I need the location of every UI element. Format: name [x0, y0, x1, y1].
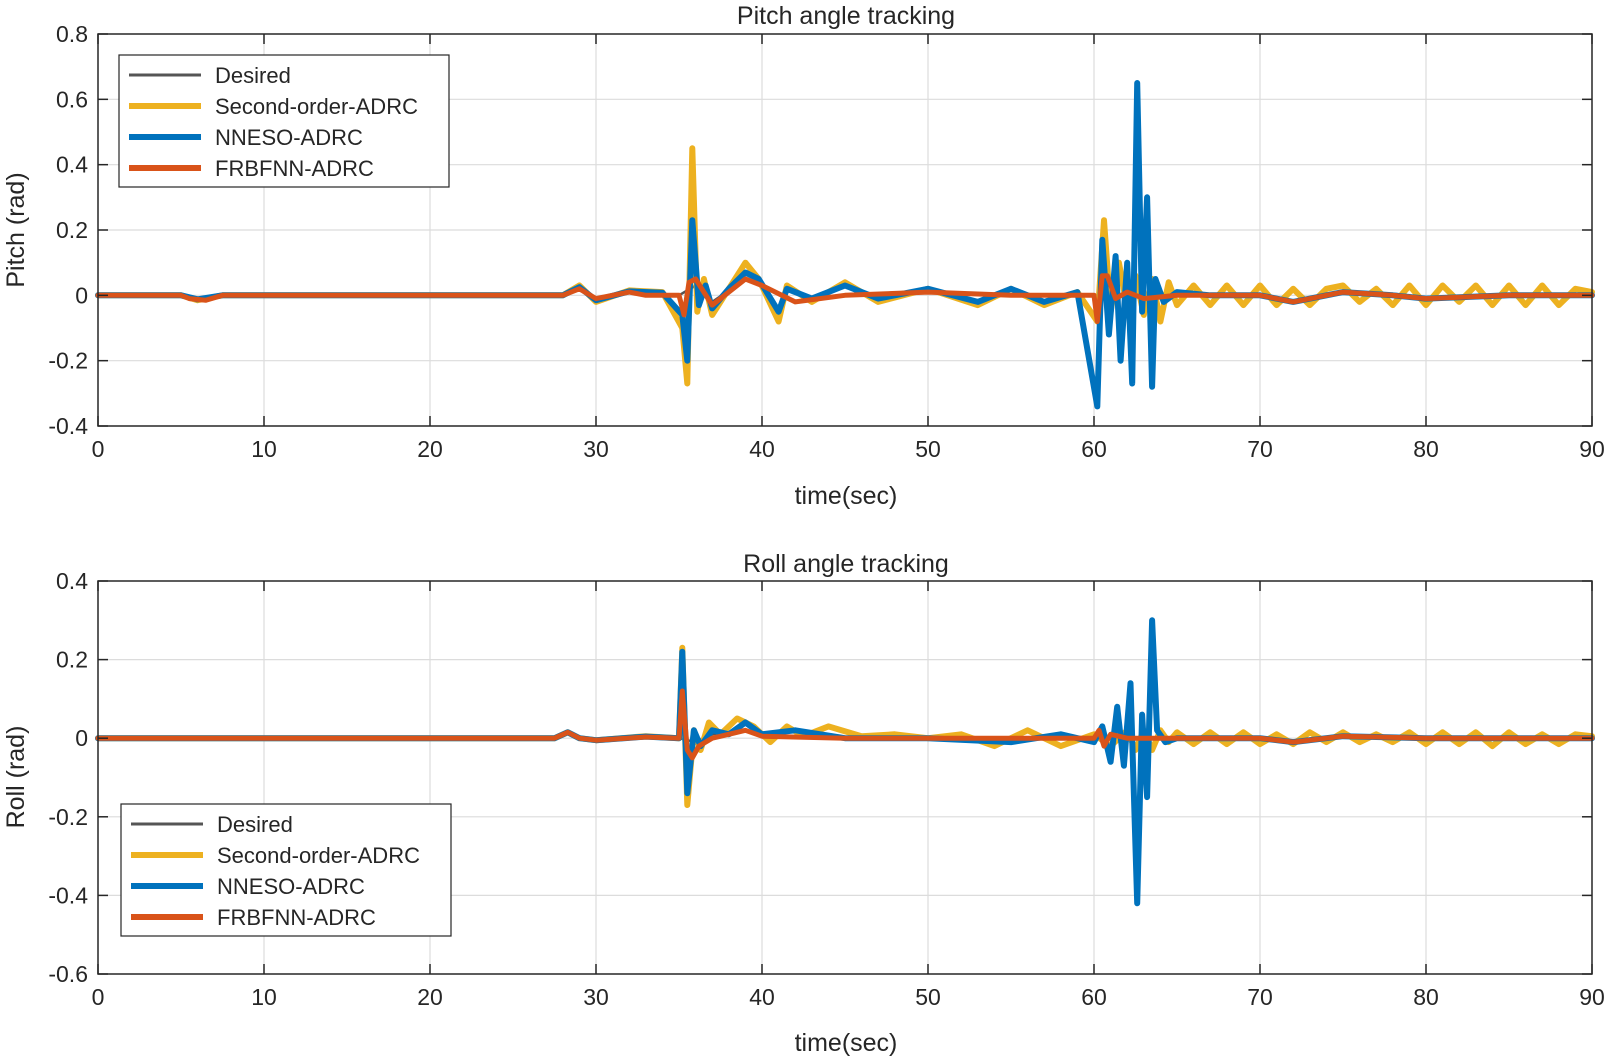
roll-series	[95, 617, 1595, 907]
pitch-chart-title: Pitch angle tracking	[737, 2, 955, 30]
pitch-y-tick-label: 0.4	[56, 152, 88, 178]
pitch-chart: Pitch angle tracking 0 10 20 30 40 50 60 70 80 90…	[2, 2, 1605, 510]
roll-ticks: 0 10 20 30 40 50 60 70 80 90 -0.6 -0.4 -0.2 0 0.2 0.4	[48, 568, 1604, 1010]
roll-y-tick-label: 0.4	[56, 568, 88, 594]
roll-y-tick-label: -0.2	[48, 804, 88, 830]
roll-y-axis-label: Roll (rad)	[2, 726, 30, 829]
roll-legend: Desired Second-order-ADRC NNESO-ADRC FRBFNN…	[120, 803, 452, 937]
roll-series-frbfnn-adrc	[95, 688, 1595, 761]
roll-chart-title: Roll angle tracking	[743, 550, 949, 578]
roll-legend-label-desired: Desired	[217, 812, 293, 837]
roll-x-tick-label: 0	[92, 984, 105, 1010]
pitch-x-tick-label: 80	[1413, 436, 1439, 462]
pitch-y-tick-label: -0.4	[48, 413, 88, 439]
roll-x-tick-label: 10	[251, 984, 277, 1010]
pitch-x-axis-label: time(sec)	[795, 482, 898, 510]
pitch-x-tick-label: 0	[92, 436, 105, 462]
pitch-x-tick-label: 40	[749, 436, 775, 462]
pitch-legend: Desired Second-order-ADRC NNESO-ADRC FRBFNN…	[118, 54, 450, 188]
pitch-x-tick-label: 50	[915, 436, 941, 462]
roll-x-tick-label: 70	[1247, 984, 1273, 1010]
pitch-legend-label-second-order-adrc: Second-order-ADRC	[215, 94, 418, 119]
pitch-y-tick-label: 0.2	[56, 217, 88, 243]
roll-x-tick-label: 20	[417, 984, 443, 1010]
roll-x-tick-label: 80	[1413, 984, 1439, 1010]
roll-y-tick-label: -0.6	[48, 961, 88, 987]
roll-x-tick-label: 60	[1081, 984, 1107, 1010]
pitch-y-tick-label: 0	[75, 282, 88, 308]
roll-x-tick-label: 40	[749, 984, 775, 1010]
roll-x-tick-label: 30	[583, 984, 609, 1010]
pitch-x-tick-label: 20	[417, 436, 443, 462]
pitch-legend-label-nneso-adrc: NNESO-ADRC	[215, 125, 363, 150]
pitch-y-tick-label: 0.8	[56, 21, 88, 47]
pitch-y-tick-label: -0.2	[48, 348, 88, 374]
roll-y-tick-label: 0	[75, 725, 88, 751]
pitch-x-tick-label: 90	[1579, 436, 1605, 462]
roll-y-tick-label: -0.4	[48, 882, 88, 908]
roll-chart: Roll angle tracking 0 10 20 30 40 50 60 70 80 90 -…	[2, 550, 1605, 1057]
pitch-y-tick-label: 0.6	[56, 86, 88, 112]
roll-legend-label-nneso-adrc: NNESO-ADRC	[217, 874, 365, 899]
pitch-x-tick-label: 30	[583, 436, 609, 462]
pitch-x-tick-label: 70	[1247, 436, 1273, 462]
pitch-x-tick-label: 10	[251, 436, 277, 462]
roll-legend-label-frbfnn-adrc: FRBFNN-ADRC	[217, 905, 376, 930]
roll-x-axis-label: time(sec)	[795, 1029, 898, 1057]
pitch-ticks: 0 10 20 30 40 50 60 70 80 90 -0.4 -0.2 0 0.2 0.4 0.6 0.8	[48, 21, 1604, 462]
roll-axes-box	[97, 580, 1593, 975]
pitch-y-axis-label: Pitch (rad)	[2, 172, 30, 287]
pitch-legend-label-frbfnn-adrc: FRBFNN-ADRC	[215, 156, 374, 181]
pitch-series	[95, 80, 1595, 410]
roll-x-tick-label: 90	[1579, 984, 1605, 1010]
pitch-x-tick-label: 60	[1081, 436, 1107, 462]
pitch-series-frbfnn-adrc	[95, 273, 1595, 324]
roll-y-tick-label: 0.2	[56, 647, 88, 673]
roll-legend-label-second-order-adrc: Second-order-ADRC	[217, 843, 420, 868]
pitch-legend-label-desired: Desired	[215, 63, 291, 88]
roll-x-tick-label: 50	[915, 984, 941, 1010]
